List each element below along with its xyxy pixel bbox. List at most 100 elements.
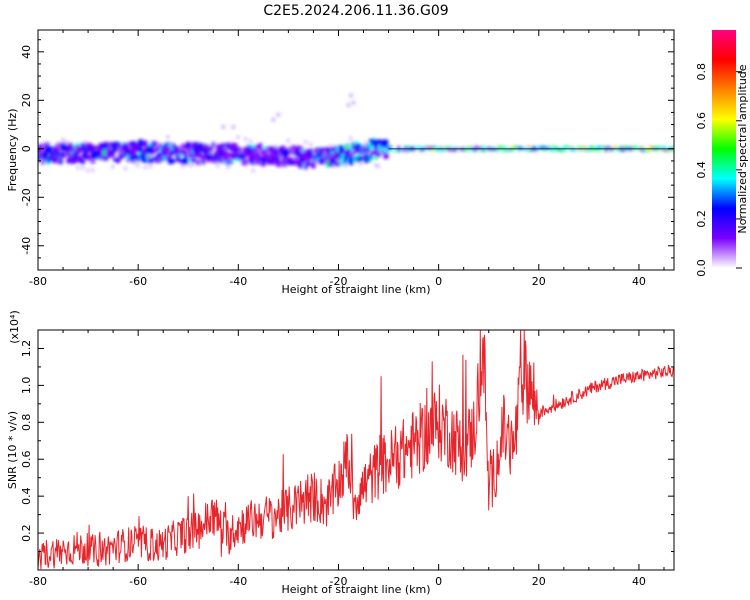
spectrogram-halo-cell <box>376 164 381 169</box>
spectrogram-cell <box>113 146 119 151</box>
spectrogram-cell <box>554 146 559 149</box>
spectrogram-cell <box>414 148 418 151</box>
spectrogram-cell <box>238 148 243 152</box>
spectrogram-cell <box>326 161 331 168</box>
spectrogram-cell <box>386 148 391 151</box>
spectrogram-cell <box>281 149 286 153</box>
spectrogram-cell <box>652 146 656 149</box>
spectrogram-cell <box>296 145 301 152</box>
spectrogram-cell <box>91 160 96 164</box>
spectrogram-halo-cell <box>311 149 315 154</box>
spectrogram-halo-cell <box>66 141 70 146</box>
spectrogram-cell <box>148 148 153 156</box>
colorbar-tick-label: 0.0 <box>695 259 708 277</box>
spectrogram-cell <box>582 146 586 149</box>
spectrogram-cell <box>76 155 80 161</box>
spectrogram-cell <box>186 146 191 154</box>
spectrogram-cell <box>140 154 146 161</box>
spectrogram-cell <box>299 161 303 169</box>
spectrogram-cell <box>261 160 266 167</box>
spectrogram-cell <box>441 148 446 151</box>
spectrogram-cell <box>509 148 513 151</box>
spectrogram-cell <box>160 157 166 162</box>
snr-x-tick-label: 0 <box>435 575 442 588</box>
spectrogram-cell <box>557 149 561 152</box>
spectrogram-cell <box>168 143 173 147</box>
spectrogram-cell <box>617 146 621 150</box>
spectrogram-cell <box>95 145 101 149</box>
spectrogram-cell <box>224 143 228 149</box>
spectrogram-cell <box>86 154 90 161</box>
spectrogram-cell <box>604 146 609 150</box>
spectrogram-cell <box>195 159 201 165</box>
spectrogram-cell <box>213 153 219 159</box>
spectrogram-cell <box>346 148 351 152</box>
spectrogram-cell <box>286 148 291 152</box>
spectrogram-cell <box>123 152 128 158</box>
spectrogram-cell <box>198 142 203 149</box>
spectrogram-cell <box>185 142 191 149</box>
spectrogram-halo-cell <box>331 163 335 168</box>
spectrogram-cell <box>318 159 324 163</box>
spectrogram-cell <box>67 151 74 158</box>
spectrogram-cell <box>622 146 626 149</box>
spectrogram-halo-cell <box>166 135 170 140</box>
spectrogram-cell <box>283 154 288 159</box>
spectrogram-x-tick-label: 0 <box>435 275 442 288</box>
spectrogram-cell <box>246 146 251 152</box>
spectrogram-cell <box>368 138 374 146</box>
spectrogram-energy <box>38 93 674 173</box>
spectrogram-cell <box>53 157 58 164</box>
spectrogram-cell <box>43 142 48 149</box>
spectrogram-cell <box>346 150 351 155</box>
spectrogram-cell <box>374 141 378 147</box>
spectrogram-cell <box>662 145 666 149</box>
spectrogram-cell <box>559 148 564 152</box>
spectrogram-cell <box>617 148 621 151</box>
spectrogram-cell <box>276 161 281 167</box>
spectrogram-cell <box>664 148 669 151</box>
spectrogram-halo-cell <box>108 145 113 150</box>
spectrogram-cell <box>339 153 343 161</box>
spectrogram-cell <box>320 156 326 161</box>
spectrogram-cell <box>203 144 209 151</box>
spectrogram-cell <box>101 152 105 156</box>
spectrogram-cell <box>589 148 594 151</box>
spectrogram-cell <box>188 157 193 162</box>
spectrogram-cell <box>304 163 308 170</box>
snr-x-tick-label: -20 <box>329 575 347 588</box>
spectrogram-cell <box>101 146 106 153</box>
spectrogram-cell <box>366 144 371 150</box>
spectrogram-halo-cell <box>283 163 288 168</box>
spectrogram-cell <box>642 149 646 152</box>
spectrogram-cell <box>156 147 160 151</box>
spectrogram-cell <box>657 146 661 149</box>
spectrogram-cell <box>236 153 241 159</box>
spectrogram-cell <box>371 139 376 145</box>
spectrogram-cell <box>532 146 536 149</box>
spectrogram-cell <box>604 149 609 152</box>
spectrogram-cell <box>178 153 183 157</box>
spectrogram-cell <box>256 145 261 150</box>
spectrogram-cell <box>216 144 221 148</box>
spectrogram-cell <box>263 146 269 151</box>
spectrogram-halo-cell <box>246 161 250 166</box>
spectrogram-cell <box>243 150 248 155</box>
spectrogram-cell <box>199 153 203 158</box>
spectrogram-cell <box>424 146 428 149</box>
spectrogram-cell <box>305 149 311 156</box>
spectrogram-cell <box>343 150 349 156</box>
spectrogram-cell <box>338 149 344 157</box>
spectrogram-cell <box>326 152 331 157</box>
colorbar: 0.0 0.2 0.4 0.6 0.8 Normalized spectral ampl… <box>695 30 749 277</box>
spectrogram-cell <box>228 153 233 159</box>
spectrogram-cell <box>266 146 271 150</box>
spectrogram-cell <box>439 149 443 152</box>
spectrogram-cell <box>76 150 80 155</box>
spectrogram-cell <box>629 146 634 149</box>
spectrogram-y-tick-label: -40 <box>20 237 33 255</box>
spectrogram-halo-cell <box>98 156 103 161</box>
spectrogram-cell <box>269 148 273 154</box>
spectrogram-cell <box>567 146 571 150</box>
spectrogram-cell <box>308 152 314 157</box>
